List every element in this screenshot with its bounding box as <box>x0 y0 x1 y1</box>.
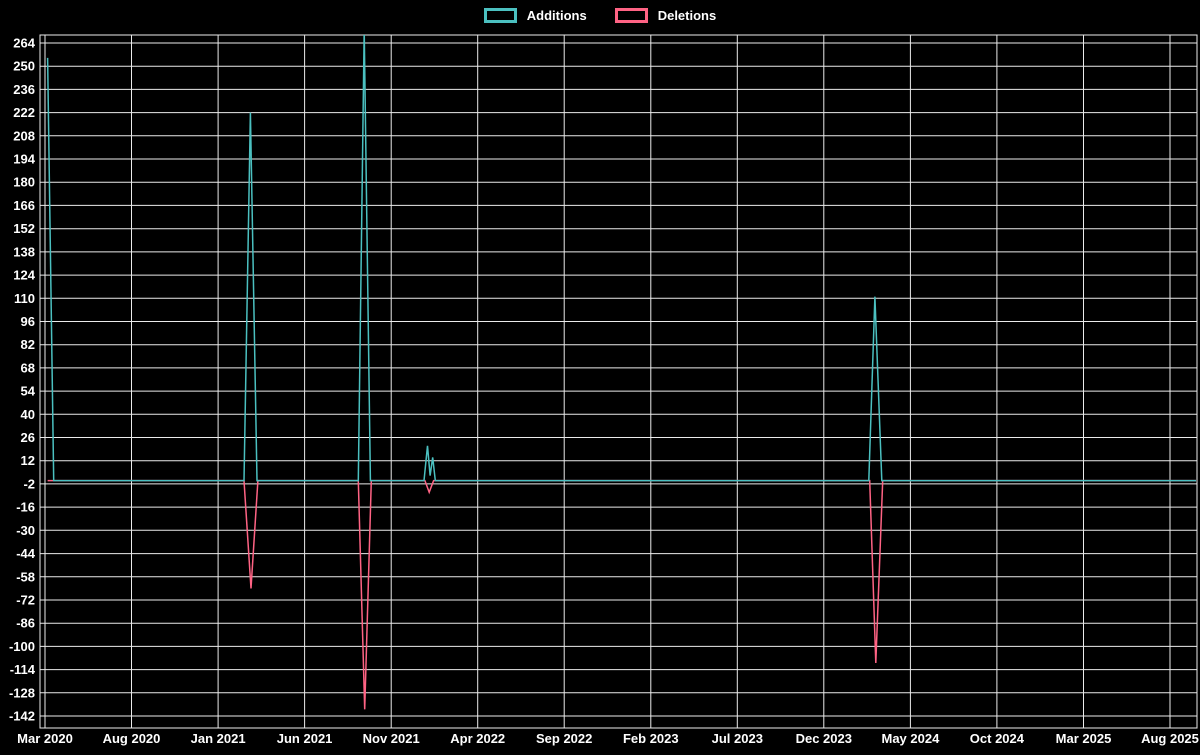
y-tick-label: 208 <box>13 128 35 143</box>
deletions-series-line <box>47 479 1196 710</box>
y-tick-label: 40 <box>21 407 35 422</box>
x-tick-label: Nov 2021 <box>363 731 420 746</box>
y-tick-label: -2 <box>23 476 35 491</box>
y-tick-label: -72 <box>16 593 35 608</box>
x-tick-label: Dec 2023 <box>796 731 852 746</box>
x-tick-label: Mar 2025 <box>1056 731 1112 746</box>
x-tick-label: Sep 2022 <box>536 731 592 746</box>
y-tick-label: -44 <box>16 546 36 561</box>
y-tick-label: 250 <box>13 59 35 74</box>
y-tick-label: 82 <box>21 337 35 352</box>
x-tick-label: Jan 2021 <box>191 731 246 746</box>
additions-swatch-icon <box>483 8 517 23</box>
y-tick-label: -100 <box>9 639 35 654</box>
y-tick-label: 68 <box>21 360 35 375</box>
y-tick-label: -142 <box>9 709 35 724</box>
additions-series-line <box>46 35 1196 482</box>
y-tick-label: -16 <box>16 500 35 515</box>
x-tick-label: Jul 2023 <box>712 731 763 746</box>
y-tick-label: 152 <box>13 221 35 236</box>
legend-label-additions: Additions <box>526 8 587 23</box>
x-tick-label: Feb 2023 <box>623 731 679 746</box>
plot-border <box>39 34 1198 729</box>
x-tick-label: Aug 2025 <box>1141 731 1199 746</box>
x-tick-label: Oct 2024 <box>970 731 1025 746</box>
x-tick-label: May 2024 <box>881 731 940 746</box>
x-tick-label: Mar 2020 <box>17 731 73 746</box>
y-tick-label: -58 <box>16 569 35 584</box>
y-tick-label: 166 <box>13 198 35 213</box>
x-tick-label: Aug 2020 <box>103 731 161 746</box>
y-tick-label: -86 <box>16 616 35 631</box>
y-tick-label: -30 <box>16 523 35 538</box>
deletions-swatch-icon <box>614 8 648 23</box>
y-tick-label: 12 <box>21 453 35 468</box>
y-tick-label: 54 <box>21 384 36 399</box>
y-tick-label: 180 <box>13 175 35 190</box>
y-tick-label: 124 <box>13 268 35 283</box>
legend-item-additions[interactable]: Additions <box>483 8 587 23</box>
y-tick-label: 264 <box>13 36 35 51</box>
x-tick-label: Jun 2021 <box>277 731 333 746</box>
y-tick-label: 96 <box>21 314 35 329</box>
y-tick-label: 110 <box>14 291 35 306</box>
y-tick-label: 194 <box>13 152 35 167</box>
legend-item-deletions[interactable]: Deletions <box>614 8 717 23</box>
x-tick-label: Apr 2022 <box>450 731 505 746</box>
y-tick-label: 222 <box>13 105 35 120</box>
chart-legend: Additions Deletions <box>0 8 1200 23</box>
y-tick-label: -128 <box>9 685 35 700</box>
y-tick-label: 236 <box>13 82 35 97</box>
y-tick-label: -114 <box>10 662 36 677</box>
legend-label-deletions: Deletions <box>657 8 717 23</box>
y-tick-label: 138 <box>13 244 35 259</box>
y-tick-label: 26 <box>21 430 35 445</box>
